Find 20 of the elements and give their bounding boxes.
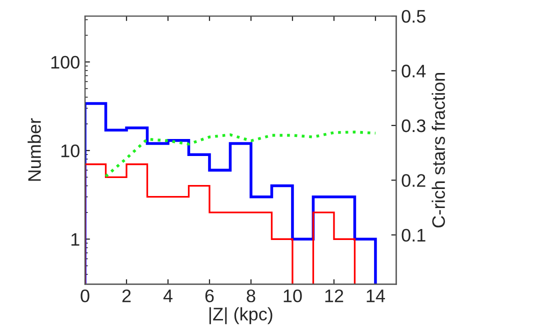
x-axis-title: |Z| (kpc) bbox=[209, 307, 272, 324]
x-tick-label: 10 bbox=[284, 290, 302, 302]
y2-tick-label: 0.2 bbox=[402, 174, 426, 187]
x-tick-label: 0 bbox=[80, 290, 90, 302]
x-tick-label: 12 bbox=[325, 290, 344, 302]
y-tick-label: 10 bbox=[61, 144, 80, 158]
y2-tick-label: 0.3 bbox=[402, 119, 426, 132]
y-tick-label: 100 bbox=[51, 56, 80, 69]
y-tick-label: 1 bbox=[71, 233, 80, 246]
y2-tick-label: 0.1 bbox=[402, 228, 426, 242]
y2-tick-label: 0.5 bbox=[402, 10, 426, 23]
x-tick-label: 8 bbox=[246, 290, 256, 302]
x-tick-label: 14 bbox=[366, 290, 385, 302]
x-tick-label: 4 bbox=[163, 290, 172, 302]
y2-tick-label: 0.4 bbox=[402, 64, 426, 78]
x-tick-label: 2 bbox=[122, 290, 131, 302]
line-series bbox=[104, 130, 377, 178]
y-axis-title: Number bbox=[28, 118, 41, 181]
x-tick-label: 6 bbox=[205, 290, 214, 302]
y2-axis-title: C-rich stars fraction bbox=[432, 73, 445, 228]
